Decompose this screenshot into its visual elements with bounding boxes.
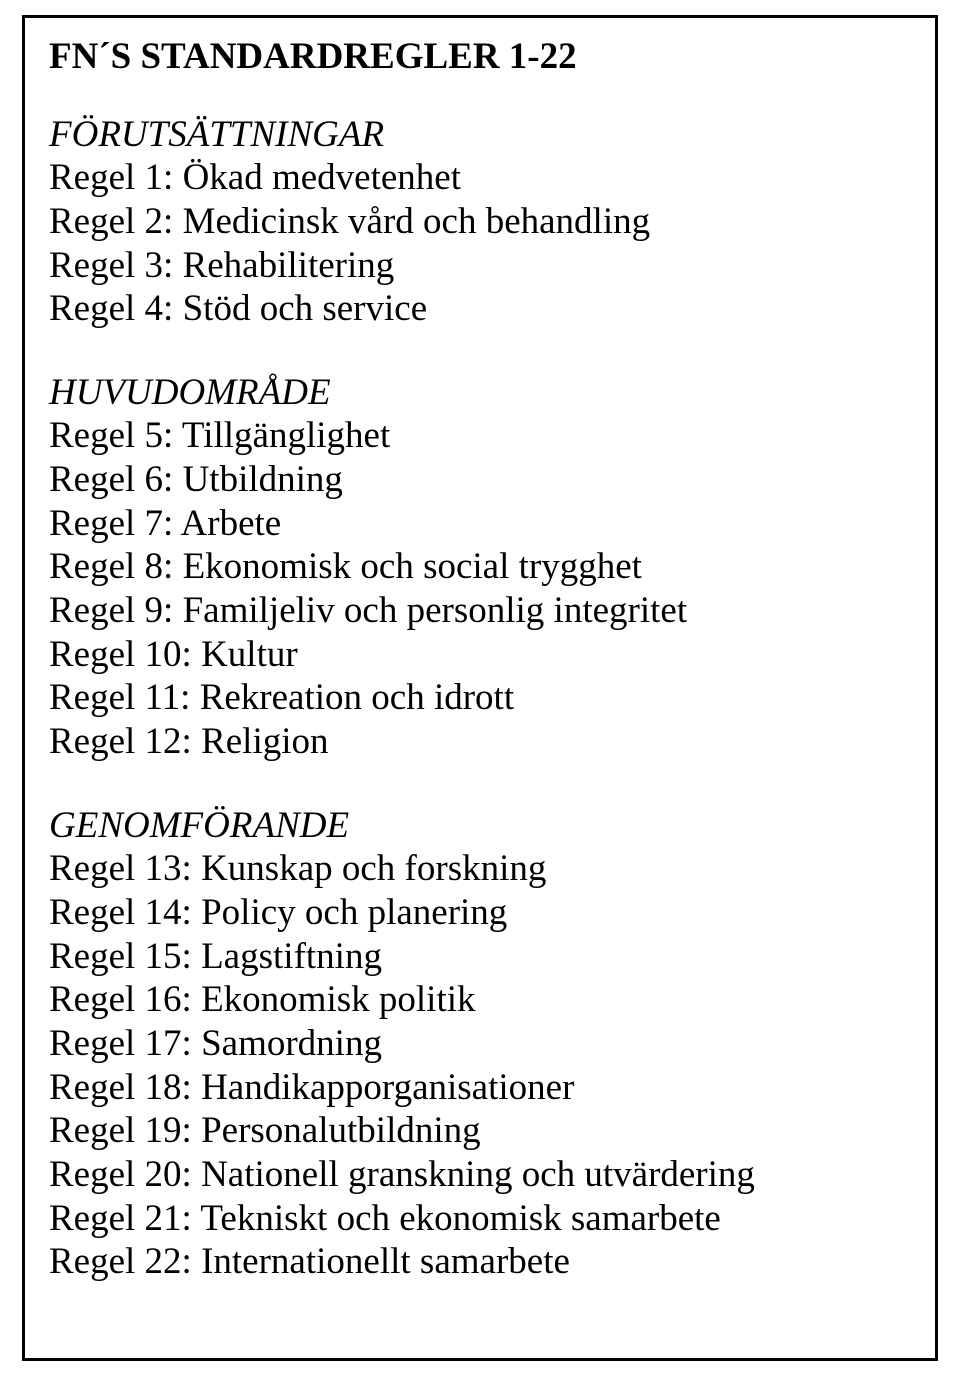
rule-item: Regel 19: Personalutbildning [49, 1109, 911, 1153]
section-gap [49, 331, 911, 371]
rule-item: Regel 10: Kultur [49, 633, 911, 677]
rule-item: Regel 13: Kunskap och forskning [49, 847, 911, 891]
rule-item: Regel 2: Medicinsk vård och behandling [49, 200, 911, 244]
section-heading: HUVUDOMRÅDE [49, 371, 911, 415]
section-heading: FÖRUTSÄTTNINGAR [49, 113, 911, 157]
rule-item: Regel 5: Tillgänglighet [49, 414, 911, 458]
rule-item: Regel 6: Utbildning [49, 458, 911, 502]
rule-item: Regel 7: Arbete [49, 502, 911, 546]
rule-item: Regel 21: Tekniskt och ekonomisk samarbe… [49, 1197, 911, 1241]
section-heading: GENOMFÖRANDE [49, 804, 911, 848]
rule-item: Regel 22: Internationellt samarbete [49, 1240, 911, 1284]
document-title: FN´S STANDARDREGLER 1-22 [49, 36, 911, 79]
rule-item: Regel 9: Familjeliv och personlig integr… [49, 589, 911, 633]
rule-item: Regel 20: Nationell granskning och utvär… [49, 1153, 911, 1197]
rule-item: Regel 1: Ökad medvetenhet [49, 156, 911, 200]
rule-item: Regel 14: Policy och planering [49, 891, 911, 935]
page: FN´S STANDARDREGLER 1-22 FÖRUTSÄTTNINGAR… [0, 0, 960, 1376]
content-frame: FN´S STANDARDREGLER 1-22 FÖRUTSÄTTNINGAR… [22, 15, 938, 1361]
rule-item: Regel 3: Rehabilitering [49, 244, 911, 288]
rule-item: Regel 15: Lagstiftning [49, 935, 911, 979]
rule-item: Regel 8: Ekonomisk och social trygghet [49, 545, 911, 589]
rule-item: Regel 17: Samordning [49, 1022, 911, 1066]
rule-item: Regel 4: Stöd och service [49, 287, 911, 331]
rule-item: Regel 12: Religion [49, 720, 911, 764]
rule-item: Regel 16: Ekonomisk politik [49, 978, 911, 1022]
section-gap [49, 764, 911, 804]
rule-item: Regel 11: Rekreation och idrott [49, 676, 911, 720]
rule-item: Regel 18: Handikapporganisationer [49, 1066, 911, 1110]
